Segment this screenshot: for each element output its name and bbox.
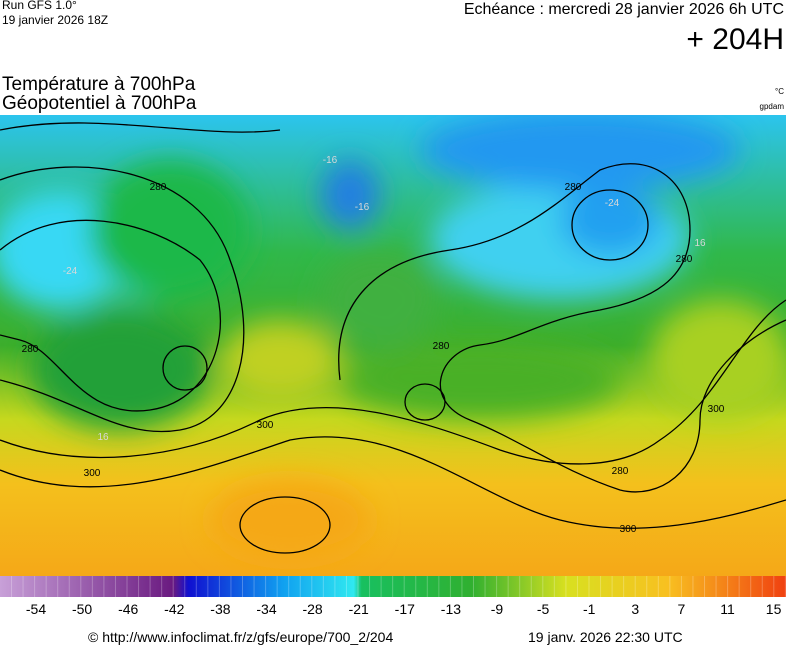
- colorbar-tick-label: -54: [26, 601, 46, 617]
- contour-label: 16: [97, 432, 109, 443]
- footer-generated: 19 janv. 2026 22:30 UTC: [528, 629, 683, 645]
- unit-geo: gpdam: [760, 102, 785, 111]
- contour-label: -24: [63, 266, 78, 277]
- colorbar-tick-label: 7: [678, 601, 686, 617]
- colorbar-tick-label: -13: [441, 601, 461, 617]
- colorbar-tick-label: 15: [766, 601, 782, 617]
- colorbar-tick-label: -21: [349, 601, 369, 617]
- lead-time: + 204H: [686, 23, 784, 56]
- contour-label: -16: [323, 155, 338, 166]
- init-date: 19 janvier 2026 18Z: [2, 13, 108, 27]
- colorbar-tick-label: -1: [583, 601, 596, 617]
- contour-label: -16: [355, 202, 370, 213]
- colorbar-tick-label: -50: [72, 601, 92, 617]
- contour-label: -24: [605, 198, 620, 209]
- contour-label: 300: [708, 404, 725, 415]
- title-geo: Géopotentiel à 700hPa: [2, 93, 197, 114]
- geopotential-contours: [0, 122, 786, 554]
- colorbar-tick-label: -28: [302, 601, 322, 617]
- run-label: Run GFS 1.0°: [2, 0, 77, 12]
- colorbar-tick-label: -38: [210, 601, 230, 617]
- contour-label: 300: [620, 524, 637, 535]
- colorbar-tick-label: 11: [720, 601, 735, 617]
- colorbar-tick-label: -9: [491, 601, 504, 617]
- contour-label: 280: [612, 466, 629, 477]
- colorbar-tick-label: -46: [118, 601, 138, 617]
- valid-time: Echéance : mercredi 28 janvier 2026 6h U…: [464, 1, 784, 18]
- contour-label: 300: [84, 468, 101, 479]
- contour-label: 280: [676, 254, 693, 265]
- title-temp: Température à 700hPa: [2, 74, 196, 95]
- colorbar-tick-label: 3: [631, 601, 639, 617]
- colorbar-tick-label: -17: [395, 601, 415, 617]
- contour-label: 280: [150, 182, 167, 193]
- colorbar-tick-label: -42: [164, 601, 184, 617]
- colorbar-tick-label: -34: [256, 601, 276, 617]
- contour-label: 16: [694, 238, 706, 249]
- footer-url: © http://www.infoclimat.fr/z/gfs/europe/…: [88, 629, 393, 645]
- colorbar-tick-label: -5: [537, 601, 550, 617]
- map: [0, 115, 786, 576]
- contour-label: 280: [433, 341, 450, 352]
- colorbar: [0, 576, 786, 597]
- contour-label: 280: [22, 344, 39, 355]
- contour-label: 280: [565, 182, 582, 193]
- contour-label: 300: [257, 420, 274, 431]
- unit-temp: °C: [775, 87, 784, 96]
